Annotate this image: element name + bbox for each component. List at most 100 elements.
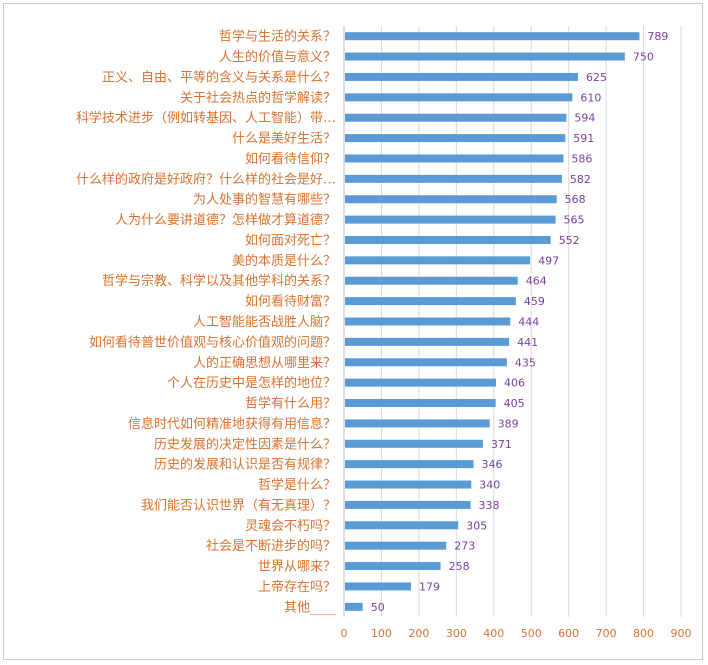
bar <box>345 276 518 285</box>
bar <box>345 399 496 408</box>
data-label: 405 <box>504 397 525 410</box>
category-label: 如何看待财富？ <box>245 294 336 310</box>
bar <box>345 378 497 387</box>
bar <box>345 32 640 41</box>
category-label: 人生的价值与意义？ <box>219 49 336 65</box>
category-label: 什么样的政府是好政府？什么样的社会是好… <box>76 171 336 187</box>
category-label: 哲学有什么用？ <box>245 396 336 412</box>
bar <box>345 439 483 448</box>
category-label: 上帝存在吗？ <box>258 579 336 595</box>
bar <box>345 113 567 122</box>
data-label: 340 <box>479 479 500 492</box>
data-label: 750 <box>633 51 654 64</box>
x-tick-label: 800 <box>633 627 654 640</box>
bar <box>345 480 472 489</box>
category-label: 哲学与宗教、科学以及其他学科的关系？ <box>102 273 336 289</box>
category-label: 关于社会热点的哲学解读？ <box>180 90 336 106</box>
category-label: 灵魂会不朽吗？ <box>245 518 336 534</box>
bars <box>345 32 640 611</box>
bar <box>345 460 474 469</box>
category-label: 社会是不断进步的吗？ <box>206 538 336 554</box>
x-tick-label: 500 <box>521 627 542 640</box>
data-label: 258 <box>449 560 470 573</box>
x-tick-label: 0 <box>341 627 348 640</box>
data-label: 389 <box>498 417 519 430</box>
category-label: 个人在历史中是怎样的地位？ <box>167 375 336 391</box>
category-label: 哲学是什么？ <box>258 477 336 493</box>
category-label: 哲学与生活的关系？ <box>219 29 336 45</box>
bar <box>345 419 490 428</box>
x-tick-label: 600 <box>558 627 579 640</box>
bar <box>345 582 412 591</box>
category-label: 如何看待信仰？ <box>245 151 336 167</box>
data-label: 591 <box>573 132 594 145</box>
data-label: 305 <box>466 519 487 532</box>
category-label: 信息时代如何精准地获得有用信息？ <box>128 416 336 432</box>
x-tick-label: 900 <box>671 627 692 640</box>
category-label: 人的正确思想从哪里来？ <box>193 355 336 371</box>
bar <box>345 72 579 81</box>
data-label: 625 <box>586 71 607 84</box>
bar-chart: 哲学与生活的关系？ 人生的价值与意义？ 正义、自由、平等的含义与关系是什么？ 关于社会… <box>76 26 692 640</box>
bar <box>345 174 562 183</box>
category-labels: 哲学与生活的关系？ 人生的价值与意义？ 正义、自由、平等的含义与关系是什么？ 关于社会… <box>76 29 337 616</box>
bar <box>345 500 471 509</box>
data-label: 568 <box>565 193 586 206</box>
data-label: 406 <box>504 377 525 390</box>
category-label: 人工智能能否战胜人脑？ <box>193 315 336 330</box>
bar <box>345 93 573 102</box>
data-label: 273 <box>454 540 475 553</box>
category-label: 历史发展的决定性因素是什么？ <box>154 436 336 452</box>
bar <box>345 521 459 530</box>
x-tick-label: 400 <box>483 627 504 640</box>
data-label: 594 <box>574 112 595 125</box>
data-label: 586 <box>571 152 592 165</box>
bar <box>345 297 516 306</box>
category-label: 世界从哪来？ <box>258 560 336 575</box>
category-label: 科学技术进步（例如转基因、人工智能）带… <box>76 110 336 126</box>
data-label: 444 <box>518 316 539 329</box>
data-label: 371 <box>491 438 512 451</box>
data-label: 610 <box>580 91 601 104</box>
bar <box>345 154 564 163</box>
bar <box>345 602 363 611</box>
x-tick-label: 100 <box>371 627 392 640</box>
bar <box>345 52 625 61</box>
x-tick-label: 300 <box>446 627 467 640</box>
data-label: 789 <box>647 30 668 43</box>
data-label: 464 <box>526 275 547 288</box>
data-label: 565 <box>564 214 585 227</box>
bar <box>345 541 447 550</box>
bar <box>345 337 510 346</box>
data-label: 497 <box>538 254 559 267</box>
category-label: 正义、自由、平等的含义与关系是什么？ <box>102 69 336 85</box>
data-label: 441 <box>517 336 538 349</box>
category-label: 美的本质是什么？ <box>232 253 336 269</box>
data-label: 435 <box>515 356 536 369</box>
category-label: 什么是美好生活？ <box>232 132 336 147</box>
bar <box>345 235 551 244</box>
category-label: 为人处事的智慧有哪些？ <box>193 192 336 208</box>
chart-frame: 哲学与生活的关系？ 人生的价值与意义？ 正义、自由、平等的含义与关系是什么？ 关于社会… <box>3 3 703 660</box>
x-tick-label: 700 <box>596 627 617 640</box>
data-label: 552 <box>559 234 580 247</box>
x-tick-labels: 0 100 200 300 400 500 600 700 800 900 <box>341 627 692 640</box>
bar <box>345 134 566 143</box>
x-tick-label: 200 <box>408 627 429 640</box>
bar <box>345 256 531 265</box>
data-label: 179 <box>419 580 440 593</box>
data-label: 459 <box>524 295 545 308</box>
bar <box>345 317 511 326</box>
category-label: 历史的发展和认识是否有规律？ <box>154 457 336 473</box>
data-label: 50 <box>371 601 385 614</box>
category-label: 我们能否认识世界（有无真理）？ <box>141 498 336 513</box>
category-label: 其他____ <box>284 600 337 615</box>
data-label: 582 <box>570 173 591 186</box>
category-label: 如何看待普世价值观与核心价值观的问题？ <box>89 334 336 350</box>
bar <box>345 562 441 571</box>
bar <box>345 195 557 204</box>
bar <box>345 215 556 224</box>
category-label: 人为什么要讲道德？怎样做才算道德？ <box>115 213 336 228</box>
bar <box>345 358 507 367</box>
